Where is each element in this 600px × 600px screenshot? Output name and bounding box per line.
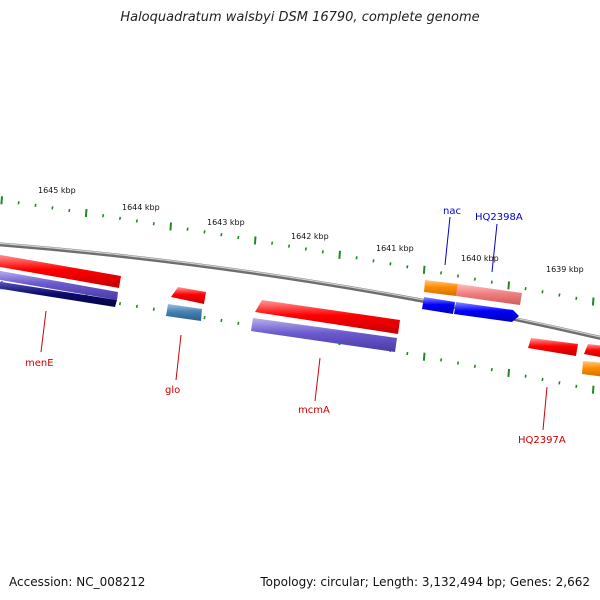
minor-tick <box>220 233 223 237</box>
minor-tick <box>135 304 138 309</box>
tick-label-1639: 1639 kbp <box>546 265 584 274</box>
tick-label-1645: 1645 kbp <box>38 186 76 195</box>
minor-tick <box>558 381 561 385</box>
minor-tick <box>34 203 37 207</box>
major-tick <box>84 209 88 218</box>
gene-mcmA-region[interactable] <box>251 300 400 352</box>
gene-feature-HQ2397A-red[interactable] <box>528 338 578 356</box>
gene-feature-mcmA-red[interactable] <box>255 300 400 334</box>
minor-tick <box>68 208 71 213</box>
minor-tick <box>406 351 409 356</box>
tick-label-1644: 1644 kbp <box>122 203 160 212</box>
gene-menE-region[interactable] <box>0 254 121 307</box>
gene-label-HQ2398A[interactable]: HQ2398A <box>475 212 523 223</box>
major-tick <box>338 250 341 259</box>
genome-summary-text: Topology: circular; Length: 3,132,494 bp… <box>260 575 590 589</box>
gene-nac-region[interactable] <box>422 280 522 322</box>
minor-tick <box>203 230 206 234</box>
gene-feature-red[interactable] <box>0 254 121 288</box>
minor-tick <box>135 219 138 223</box>
minor-tick <box>152 222 155 226</box>
minor-tick <box>524 286 527 291</box>
minor-tick <box>473 277 476 281</box>
gene-feature-glo-red[interactable] <box>171 287 206 304</box>
tick-label-1640: 1640 kbp <box>461 254 499 263</box>
gene-feature-mcmA-purple[interactable] <box>251 318 397 352</box>
minor-tick <box>575 384 578 388</box>
major-tick <box>591 297 595 306</box>
gene-feature-nac-blue[interactable] <box>422 297 455 314</box>
gene-label-nac[interactable]: nac <box>443 206 461 217</box>
major-tick <box>422 265 426 274</box>
gene-glo-region[interactable] <box>166 287 206 321</box>
minor-tick <box>456 361 460 365</box>
minor-tick <box>372 259 375 263</box>
minor-tick <box>406 265 409 269</box>
major-tick <box>507 281 510 290</box>
minor-tick <box>490 367 493 372</box>
gene-feature-edge-orange[interactable] <box>582 361 600 377</box>
minor-tick <box>220 318 223 323</box>
minor-tick <box>102 214 105 218</box>
tick-label-1643: 1643 kbp <box>207 218 245 227</box>
minor-tick <box>541 377 544 382</box>
accession-text: Accession: NC_008212 <box>9 575 146 589</box>
major-tick <box>0 196 3 205</box>
gene-HQ2397A-region[interactable] <box>528 338 600 377</box>
minor-tick <box>271 241 274 245</box>
minor-tick <box>287 244 291 248</box>
minor-tick <box>321 250 324 254</box>
label-leaders <box>40 216 548 431</box>
minor-tick <box>237 321 240 325</box>
gene-label-menE[interactable]: menE <box>25 358 54 369</box>
major-tick <box>169 222 172 231</box>
minor-tick <box>17 201 20 205</box>
minor-tick <box>440 271 443 275</box>
major-tick <box>253 236 257 245</box>
minor-tick <box>456 274 460 278</box>
gene-feature-glo-steel[interactable] <box>166 304 202 321</box>
gene-feature-navy[interactable] <box>0 281 117 307</box>
minor-tick <box>203 315 206 320</box>
tick-labels: 1645 kbp 1644 kbp 1643 kbp 1642 kbp 1641… <box>38 186 584 274</box>
minor-tick <box>118 302 122 306</box>
gene-feature-purple[interactable] <box>0 270 118 300</box>
gene-feature-nac-orange[interactable] <box>424 280 458 296</box>
minor-tick <box>186 227 189 231</box>
tick-label-1642: 1642 kbp <box>291 232 329 241</box>
gene-feature-HQ2398A-blue[interactable] <box>454 302 519 322</box>
minor-tick <box>575 296 578 300</box>
map-title: Haloquadratum walsbyi DSM 16790, complet… <box>120 10 480 25</box>
tick-label-1641: 1641 kbp <box>376 244 414 253</box>
gene-feature-edge-red[interactable] <box>584 344 600 358</box>
gene-label-glo[interactable]: glo <box>165 385 180 396</box>
minor-tick <box>389 262 392 266</box>
minor-tick <box>473 364 476 368</box>
minor-tick <box>541 290 544 294</box>
minor-tick <box>490 280 493 284</box>
minor-tick <box>152 307 155 311</box>
minor-tick <box>237 235 240 240</box>
minor-tick <box>118 216 122 221</box>
minor-tick <box>51 206 54 210</box>
minor-tick <box>524 374 527 378</box>
gene-feature-HQ2398A-pink[interactable] <box>456 284 522 305</box>
major-tick <box>591 385 595 394</box>
genome-backbone <box>0 242 600 340</box>
major-tick <box>507 368 510 377</box>
minor-tick <box>304 247 307 251</box>
gene-label-mcmA[interactable]: mcmA <box>298 405 330 416</box>
major-tick <box>422 352 426 361</box>
minor-tick <box>558 293 561 297</box>
gene-label-HQ2397A[interactable]: HQ2397A <box>518 435 566 446</box>
minor-tick <box>355 256 358 260</box>
upper-tick-track <box>0 196 595 306</box>
gene-labels: menE glo mcmA HQ2397A nac HQ2398A <box>25 206 566 446</box>
minor-tick <box>440 358 443 362</box>
